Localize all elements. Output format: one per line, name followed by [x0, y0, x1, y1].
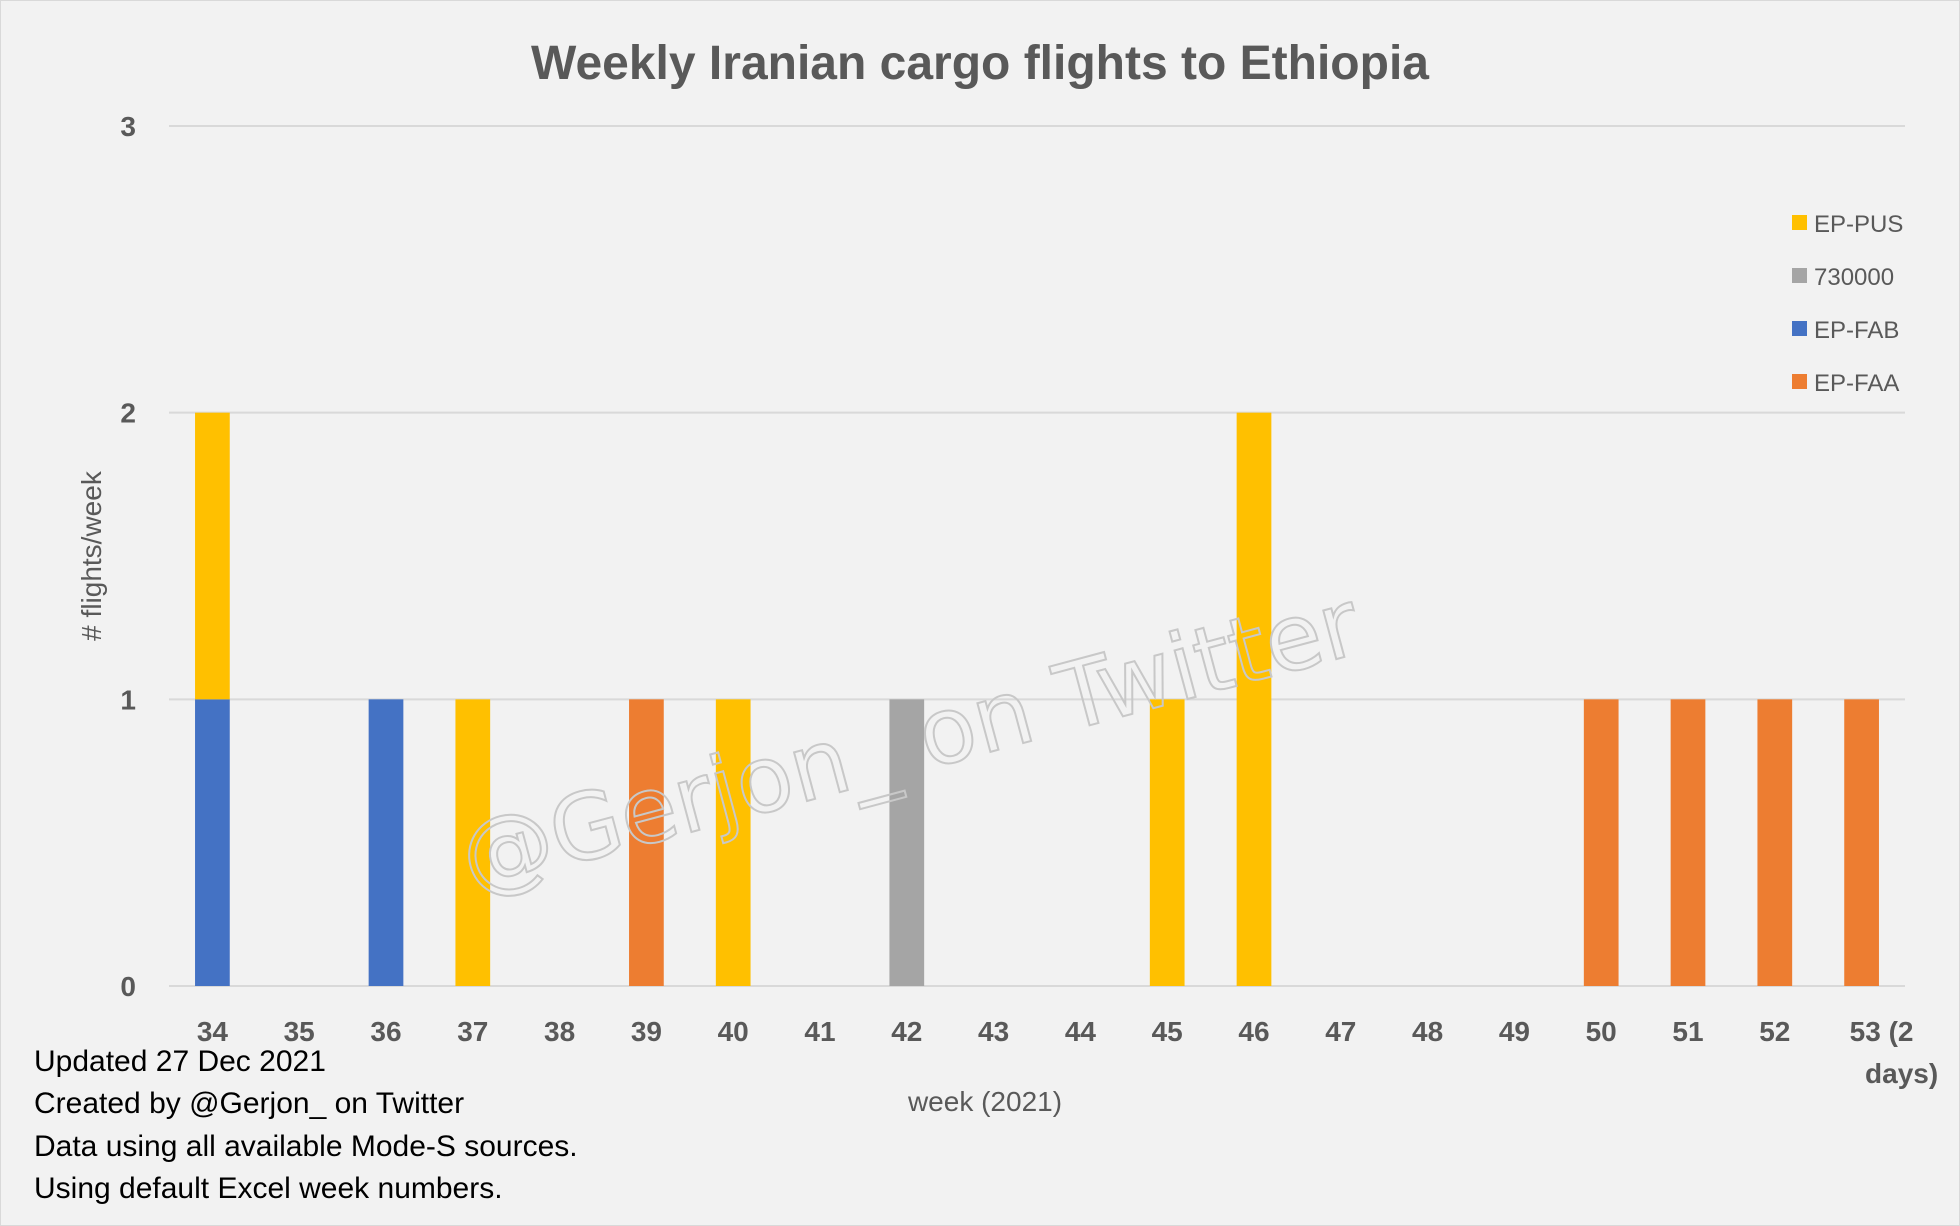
x-tick-label: 52	[1759, 1016, 1790, 1047]
bar-ep-pus-week-45	[1149, 699, 1185, 986]
x-tick-label: 37	[457, 1016, 488, 1047]
x-tick-label: 50	[1586, 1016, 1617, 1047]
gridlines	[169, 125, 1905, 987]
legend-swatch-ep-pus	[1792, 215, 1807, 230]
note-created-by: Created by @Gerjon_ on Twitter	[34, 1087, 464, 1120]
x-tick-label: 44	[1065, 1016, 1097, 1047]
y-tick-label: 0	[120, 971, 136, 1002]
x-tick-label: 38	[544, 1016, 575, 1047]
y-tick-label: 2	[120, 398, 136, 429]
legend-label-ep-faa: EP-FAA	[1814, 370, 1899, 397]
chart-title: Weekly Iranian cargo flights to Ethiopia	[531, 37, 1429, 90]
x-tick-label: 51	[1672, 1016, 1703, 1047]
x-axis-label: week (2021)	[907, 1086, 1062, 1117]
legend-label-730000: 730000	[1814, 264, 1894, 291]
bar-ep-faa-week-39	[629, 699, 664, 986]
bar-ep-pus-week-46	[1236, 412, 1272, 987]
y-axis-ticks: 0 1 2 3	[120, 111, 136, 1002]
x-tick-label: 53 (2 days)	[1850, 1016, 1938, 1089]
bar-ep-pus-week-40	[715, 699, 751, 986]
bar-ep-pus-week-37	[455, 699, 491, 986]
x-tick-label: 46	[1238, 1016, 1269, 1047]
y-tick-label: 1	[120, 684, 136, 715]
x-tick-label: 48	[1412, 1016, 1443, 1047]
x-tick-label: 34	[197, 1016, 229, 1047]
x-tick-label: 43	[978, 1016, 1009, 1047]
bar-ep-pus-week-34	[195, 412, 230, 700]
x-tick-label: 47	[1325, 1016, 1356, 1047]
legend-label-ep-fab: EP-FAB	[1814, 317, 1899, 344]
legend-swatch-ep-fab	[1792, 321, 1807, 336]
note-updated: Updated 27 Dec 2021	[34, 1045, 326, 1078]
note-data-sources: Data using all available Mode-S sources.	[34, 1130, 578, 1163]
x-axis-ticks: 34 35 36 37 38 39 40 41 42 43 44 45 46 47 48 49 50 51 52 53…	[197, 1016, 1938, 1089]
legend: EP-PUS 730000 EP-FAB EP-FAA	[1792, 211, 1903, 397]
legend-label-ep-pus: EP-PUS	[1814, 211, 1903, 238]
bar-ep-fab-week-34	[195, 699, 230, 986]
x-tick-label: 39	[631, 1016, 662, 1047]
x-tick-label: 36	[370, 1016, 401, 1047]
x-tick-label: 40	[718, 1016, 749, 1047]
legend-swatch-ep-faa	[1792, 374, 1807, 389]
bar-ep-faa-week-50	[1583, 699, 1619, 986]
legend-swatch-730000	[1792, 268, 1807, 283]
x-tick-label: 45	[1152, 1016, 1183, 1047]
notes: Updated 27 Dec 2021 Created by @Gerjon_ …	[34, 1045, 578, 1205]
x-tick-label: 49	[1499, 1016, 1530, 1047]
y-axis-label: # flights/week	[76, 470, 107, 641]
note-week-numbers: Using default Excel week numbers.	[34, 1172, 503, 1205]
x-tick-label: 41	[804, 1016, 835, 1047]
bar-ep-fab-week-36	[368, 699, 404, 986]
bar-730000-week-42	[889, 699, 925, 986]
x-tick-label: 42	[891, 1016, 922, 1047]
bars	[195, 412, 1879, 987]
y-tick-label: 3	[120, 111, 136, 142]
x-tick-label: 35	[284, 1016, 315, 1047]
bar-ep-faa-week-51	[1670, 699, 1706, 986]
bar-ep-faa-week-53	[1844, 699, 1879, 986]
bar-ep-faa-week-52	[1757, 699, 1793, 986]
